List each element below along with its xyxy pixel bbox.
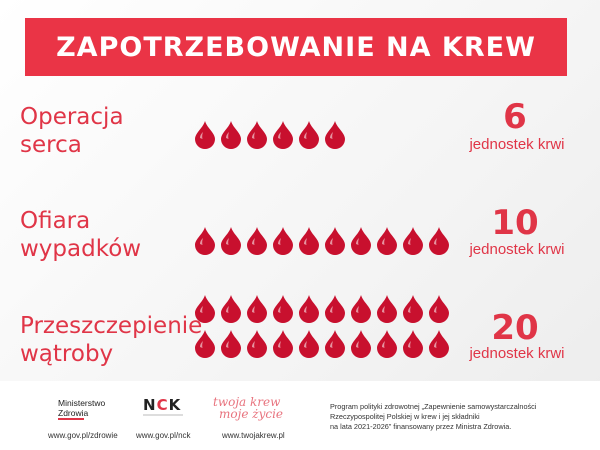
- blood-drop-icon: [247, 330, 267, 358]
- blood-drop-icon: [195, 227, 215, 255]
- row-label: Przeszczepienie wątroby: [20, 313, 203, 367]
- drop-group: [194, 226, 450, 255]
- blood-drop-icon: [325, 330, 345, 358]
- blood-drop-icon: [325, 121, 345, 149]
- mz-url-link[interactable]: www.gov.pl/zdrowie: [48, 431, 118, 440]
- blood-drop-icon: [351, 295, 371, 323]
- drop-group: [194, 294, 450, 358]
- blood-drop-icon: [299, 121, 319, 149]
- blood-drop-icon: [429, 227, 449, 255]
- ministerstwo-zdrowia-logo: Ministerstwo Zdrowia: [58, 398, 106, 418]
- twoja-krew-logo: twoja krew moje życie: [213, 395, 284, 421]
- blood-drop-icon: [299, 295, 319, 323]
- blood-drop-icon: [221, 295, 241, 323]
- unit-label: jednostek krwi: [469, 345, 565, 362]
- blood-drop-icon: [351, 330, 371, 358]
- blood-drop-icon: [221, 330, 241, 358]
- row-label: Ofiara wypadków: [20, 208, 142, 262]
- blood-drop-icon: [221, 227, 241, 255]
- blood-drop-icon: [403, 295, 423, 323]
- row-label: Operacja serca: [20, 104, 124, 158]
- blood-drop-icon: [299, 330, 319, 358]
- unit-label: jednostek krwi: [469, 136, 565, 153]
- twojakrew-url-link[interactable]: www.twojakrew.pl: [222, 431, 285, 440]
- title-banner: ZAPOTRZEBOWANIE NA KREW: [25, 18, 567, 76]
- blood-drop-icon: [247, 227, 267, 255]
- blood-drop-icon: [377, 227, 397, 255]
- blood-drop-icon: [377, 295, 397, 323]
- blood-drop-icon: [273, 227, 293, 255]
- blood-drop-icon: [299, 227, 319, 255]
- blood-drop-icon: [377, 330, 397, 358]
- drop-line: [194, 329, 450, 358]
- blood-drop-icon: [195, 295, 215, 323]
- nck-logo: NCK: [143, 396, 182, 414]
- drop-line: [194, 294, 450, 323]
- unit-count: 20: [491, 308, 539, 348]
- blood-drop-icon: [403, 227, 423, 255]
- blood-drop-icon: [195, 330, 215, 358]
- drop-line: [194, 226, 450, 255]
- footer: [0, 381, 600, 450]
- blood-drop-icon: [221, 121, 241, 149]
- blood-drop-icon: [273, 295, 293, 323]
- nck-url-link[interactable]: www.gov.pl/nck: [136, 431, 191, 440]
- nck-logo-underline: [143, 414, 183, 416]
- unit-count: 10: [491, 203, 539, 243]
- blood-drop-icon: [325, 295, 345, 323]
- unit-label: jednostek krwi: [469, 241, 565, 258]
- blood-drop-icon: [325, 227, 345, 255]
- drop-group: [194, 120, 346, 149]
- blood-drop-icon: [273, 330, 293, 358]
- blood-drop-icon: [429, 295, 449, 323]
- flag-bar-icon: [58, 418, 84, 420]
- blood-drop-icon: [429, 330, 449, 358]
- program-description: Program polityki zdrowotnej „Zapewnienie…: [330, 402, 537, 431]
- blood-drop-icon: [273, 121, 293, 149]
- blood-drop-icon: [403, 330, 423, 358]
- blood-drop-icon: [247, 121, 267, 149]
- blood-drop-icon: [195, 121, 215, 149]
- blood-drop-icon: [247, 295, 267, 323]
- blood-drop-icon: [351, 227, 371, 255]
- drop-line: [194, 120, 346, 149]
- page-title: ZAPOTRZEBOWANIE NA KREW: [56, 31, 536, 63]
- unit-count: 6: [503, 97, 527, 137]
